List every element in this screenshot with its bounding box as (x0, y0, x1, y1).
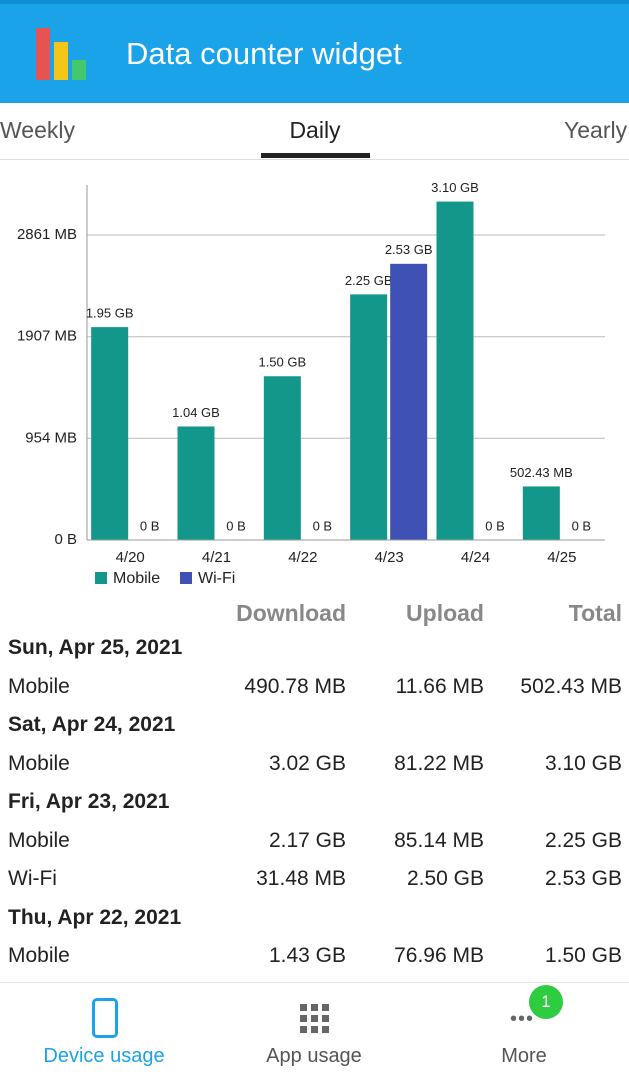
x-tick-label: 4/21 (202, 549, 231, 566)
x-tick-label: 4/20 (116, 549, 145, 566)
bar (177, 426, 215, 540)
data-label: 0 B (140, 518, 160, 533)
usage-value: 2.17 GB (268, 828, 346, 852)
y-tick-label: 2861 MB (17, 226, 77, 243)
bar (436, 201, 474, 540)
column-header: Total (568, 600, 622, 626)
x-tick-label: 4/23 (375, 549, 404, 566)
grid-icon (300, 1003, 330, 1033)
chart: 0 B 954 MB 1907 MB 2861 MB 4/20 1.95 GB 0 B 4/2… (17, 180, 605, 587)
usage-value: 1.50 GB (544, 944, 622, 967)
data-label: 2.25 GB (345, 273, 393, 288)
tab[interactable]: Yearly (564, 117, 628, 143)
network-label: Mobile (8, 944, 70, 967)
x-tick-label: 4/22 (288, 549, 317, 566)
network-label: Mobile (8, 828, 70, 852)
divider (0, 159, 629, 160)
app-bar: Data counter widget (0, 0, 629, 103)
date-heading: Thu, Apr 22, 2021 (8, 905, 182, 929)
usage-value: 85.14 MB (394, 828, 484, 852)
date-heading: Fri, Apr 23, 2021 (8, 790, 170, 813)
legend-label: Mobile (113, 570, 160, 587)
more-icon: ••• (510, 1008, 535, 1030)
tab[interactable]: Weekly (0, 117, 75, 143)
bar (263, 376, 301, 540)
usage-value: 3.02 GB (268, 751, 346, 775)
network-label: Mobile (8, 674, 70, 698)
column-header: Download (236, 600, 346, 626)
usage-value: 2.25 GB (544, 828, 622, 852)
usage-value: 76.96 MB (394, 944, 484, 967)
date-heading: Sun, Apr 25, 2021 (8, 636, 183, 659)
usage-value: 31.48 MB (256, 867, 346, 890)
tab[interactable]: Daily (289, 117, 341, 143)
x-tick-label: 4/25 (547, 549, 576, 566)
nav-item[interactable]: App usage (266, 1045, 362, 1067)
y-tick-label: 1907 MB (17, 328, 77, 345)
usage-value: 2.50 GB (406, 867, 484, 890)
data-label: 0 B (226, 518, 246, 533)
usage-value: 2.53 GB (544, 867, 622, 890)
date-heading: Sat, Apr 24, 2021 (8, 713, 176, 736)
usage-value: 11.66 MB (395, 674, 484, 698)
data-label: 0 B (485, 518, 505, 533)
usage-value: 81.22 MB (394, 751, 484, 775)
y-tick-label: 0 B (54, 531, 77, 548)
usage-value: 3.10 GB (544, 751, 622, 775)
nav-item[interactable]: More (501, 1045, 547, 1067)
bar (91, 327, 129, 540)
data-label: 1.50 GB (258, 355, 306, 370)
divider (0, 982, 629, 983)
network-label: Wi-Fi (8, 867, 57, 890)
y-tick-label: 954 MB (25, 429, 77, 446)
app-title: Data counter widget (126, 36, 402, 71)
usage-value: 490.78 MB (244, 674, 346, 698)
column-header: Upload (406, 600, 484, 626)
legend-label: Wi-Fi (198, 570, 235, 587)
data-label: 1.95 GB (86, 306, 134, 321)
data-label: 1.04 GB (172, 405, 220, 420)
app-icon (34, 26, 94, 84)
nav-item[interactable]: Device usage (43, 1045, 165, 1067)
bar (522, 486, 560, 540)
bar (350, 294, 388, 540)
network-label: Mobile (8, 751, 70, 775)
legend-swatch (180, 572, 192, 584)
bar (390, 263, 428, 540)
data-label: 502.43 MB (510, 465, 573, 480)
data-label: 3.10 GB (431, 180, 479, 195)
data-label: 2.53 GB (385, 242, 433, 257)
legend-swatch (95, 572, 107, 584)
data-label: 0 B (313, 518, 333, 533)
usage-value: 502.43 MB (520, 674, 622, 698)
phone-icon (92, 998, 118, 1038)
tab-indicator (261, 153, 370, 158)
data-label: 0 B (572, 518, 592, 533)
x-tick-label: 4/24 (461, 549, 490, 566)
usage-value: 1.43 GB (268, 944, 346, 967)
badge: 1 (529, 985, 563, 1019)
